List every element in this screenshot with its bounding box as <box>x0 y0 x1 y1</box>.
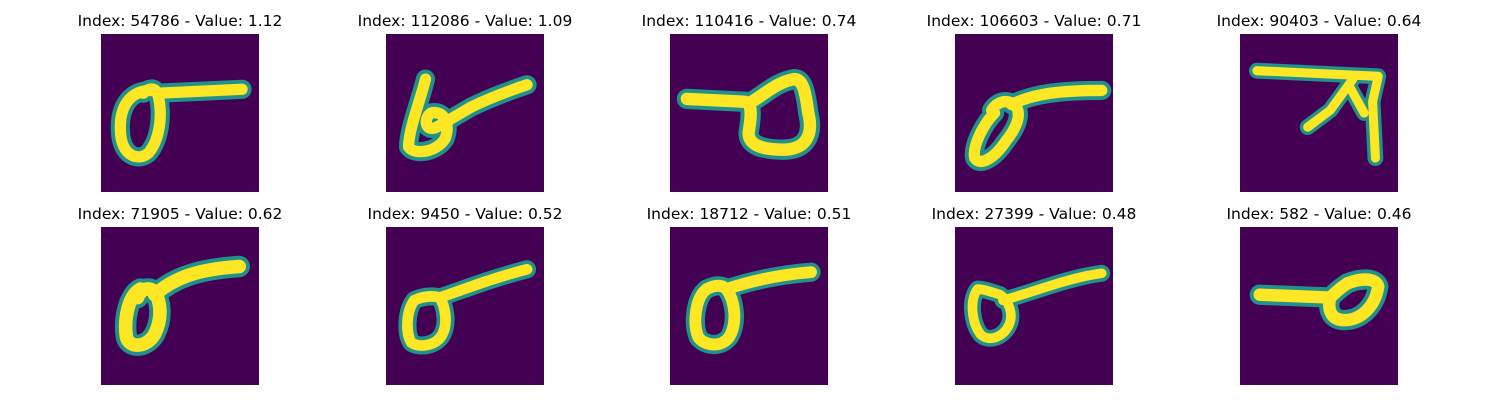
panel-title: Index: 90403 - Value: 0.64 <box>1216 12 1422 30</box>
panel: Index: 54786 - Value: 1.12 <box>60 12 300 192</box>
panel-title: Index: 27399 - Value: 0.48 <box>931 205 1137 223</box>
panel-title: Index: 106603 - Value: 0.71 <box>926 12 1142 30</box>
panel: Index: 106603 - Value: 0.71 <box>914 12 1154 192</box>
panel: Index: 18712 - Value: 0.51 <box>629 205 869 385</box>
panel: Index: 9450 - Value: 0.52 <box>345 205 585 385</box>
panel: Index: 110416 - Value: 0.74 <box>629 12 869 192</box>
digit-image <box>101 227 259 385</box>
panel: Index: 90403 - Value: 0.64 <box>1199 12 1439 192</box>
panel: Index: 582 - Value: 0.46 <box>1199 205 1439 385</box>
panel-title: Index: 582 - Value: 0.46 <box>1226 205 1412 223</box>
panel: Index: 71905 - Value: 0.62 <box>60 205 300 385</box>
panel: Index: 112086 - Value: 1.09 <box>345 12 585 192</box>
panel-title: Index: 9450 - Value: 0.52 <box>367 205 563 223</box>
digit-image <box>1240 34 1398 192</box>
digit-image <box>101 34 259 192</box>
panel-title: Index: 71905 - Value: 0.62 <box>77 205 283 223</box>
panel: Index: 27399 - Value: 0.48 <box>914 205 1154 385</box>
digit-image <box>386 34 544 192</box>
digit-image <box>955 34 1113 192</box>
panel-title: Index: 110416 - Value: 0.74 <box>641 12 857 30</box>
digit-image <box>670 34 828 192</box>
digit-image <box>670 227 828 385</box>
panel-title: Index: 18712 - Value: 0.51 <box>646 205 852 223</box>
digit-image <box>955 227 1113 385</box>
panel-title: Index: 54786 - Value: 1.12 <box>77 12 283 30</box>
digit-image <box>1240 227 1398 385</box>
digit-image <box>386 227 544 385</box>
panel-title: Index: 112086 - Value: 1.09 <box>357 12 573 30</box>
